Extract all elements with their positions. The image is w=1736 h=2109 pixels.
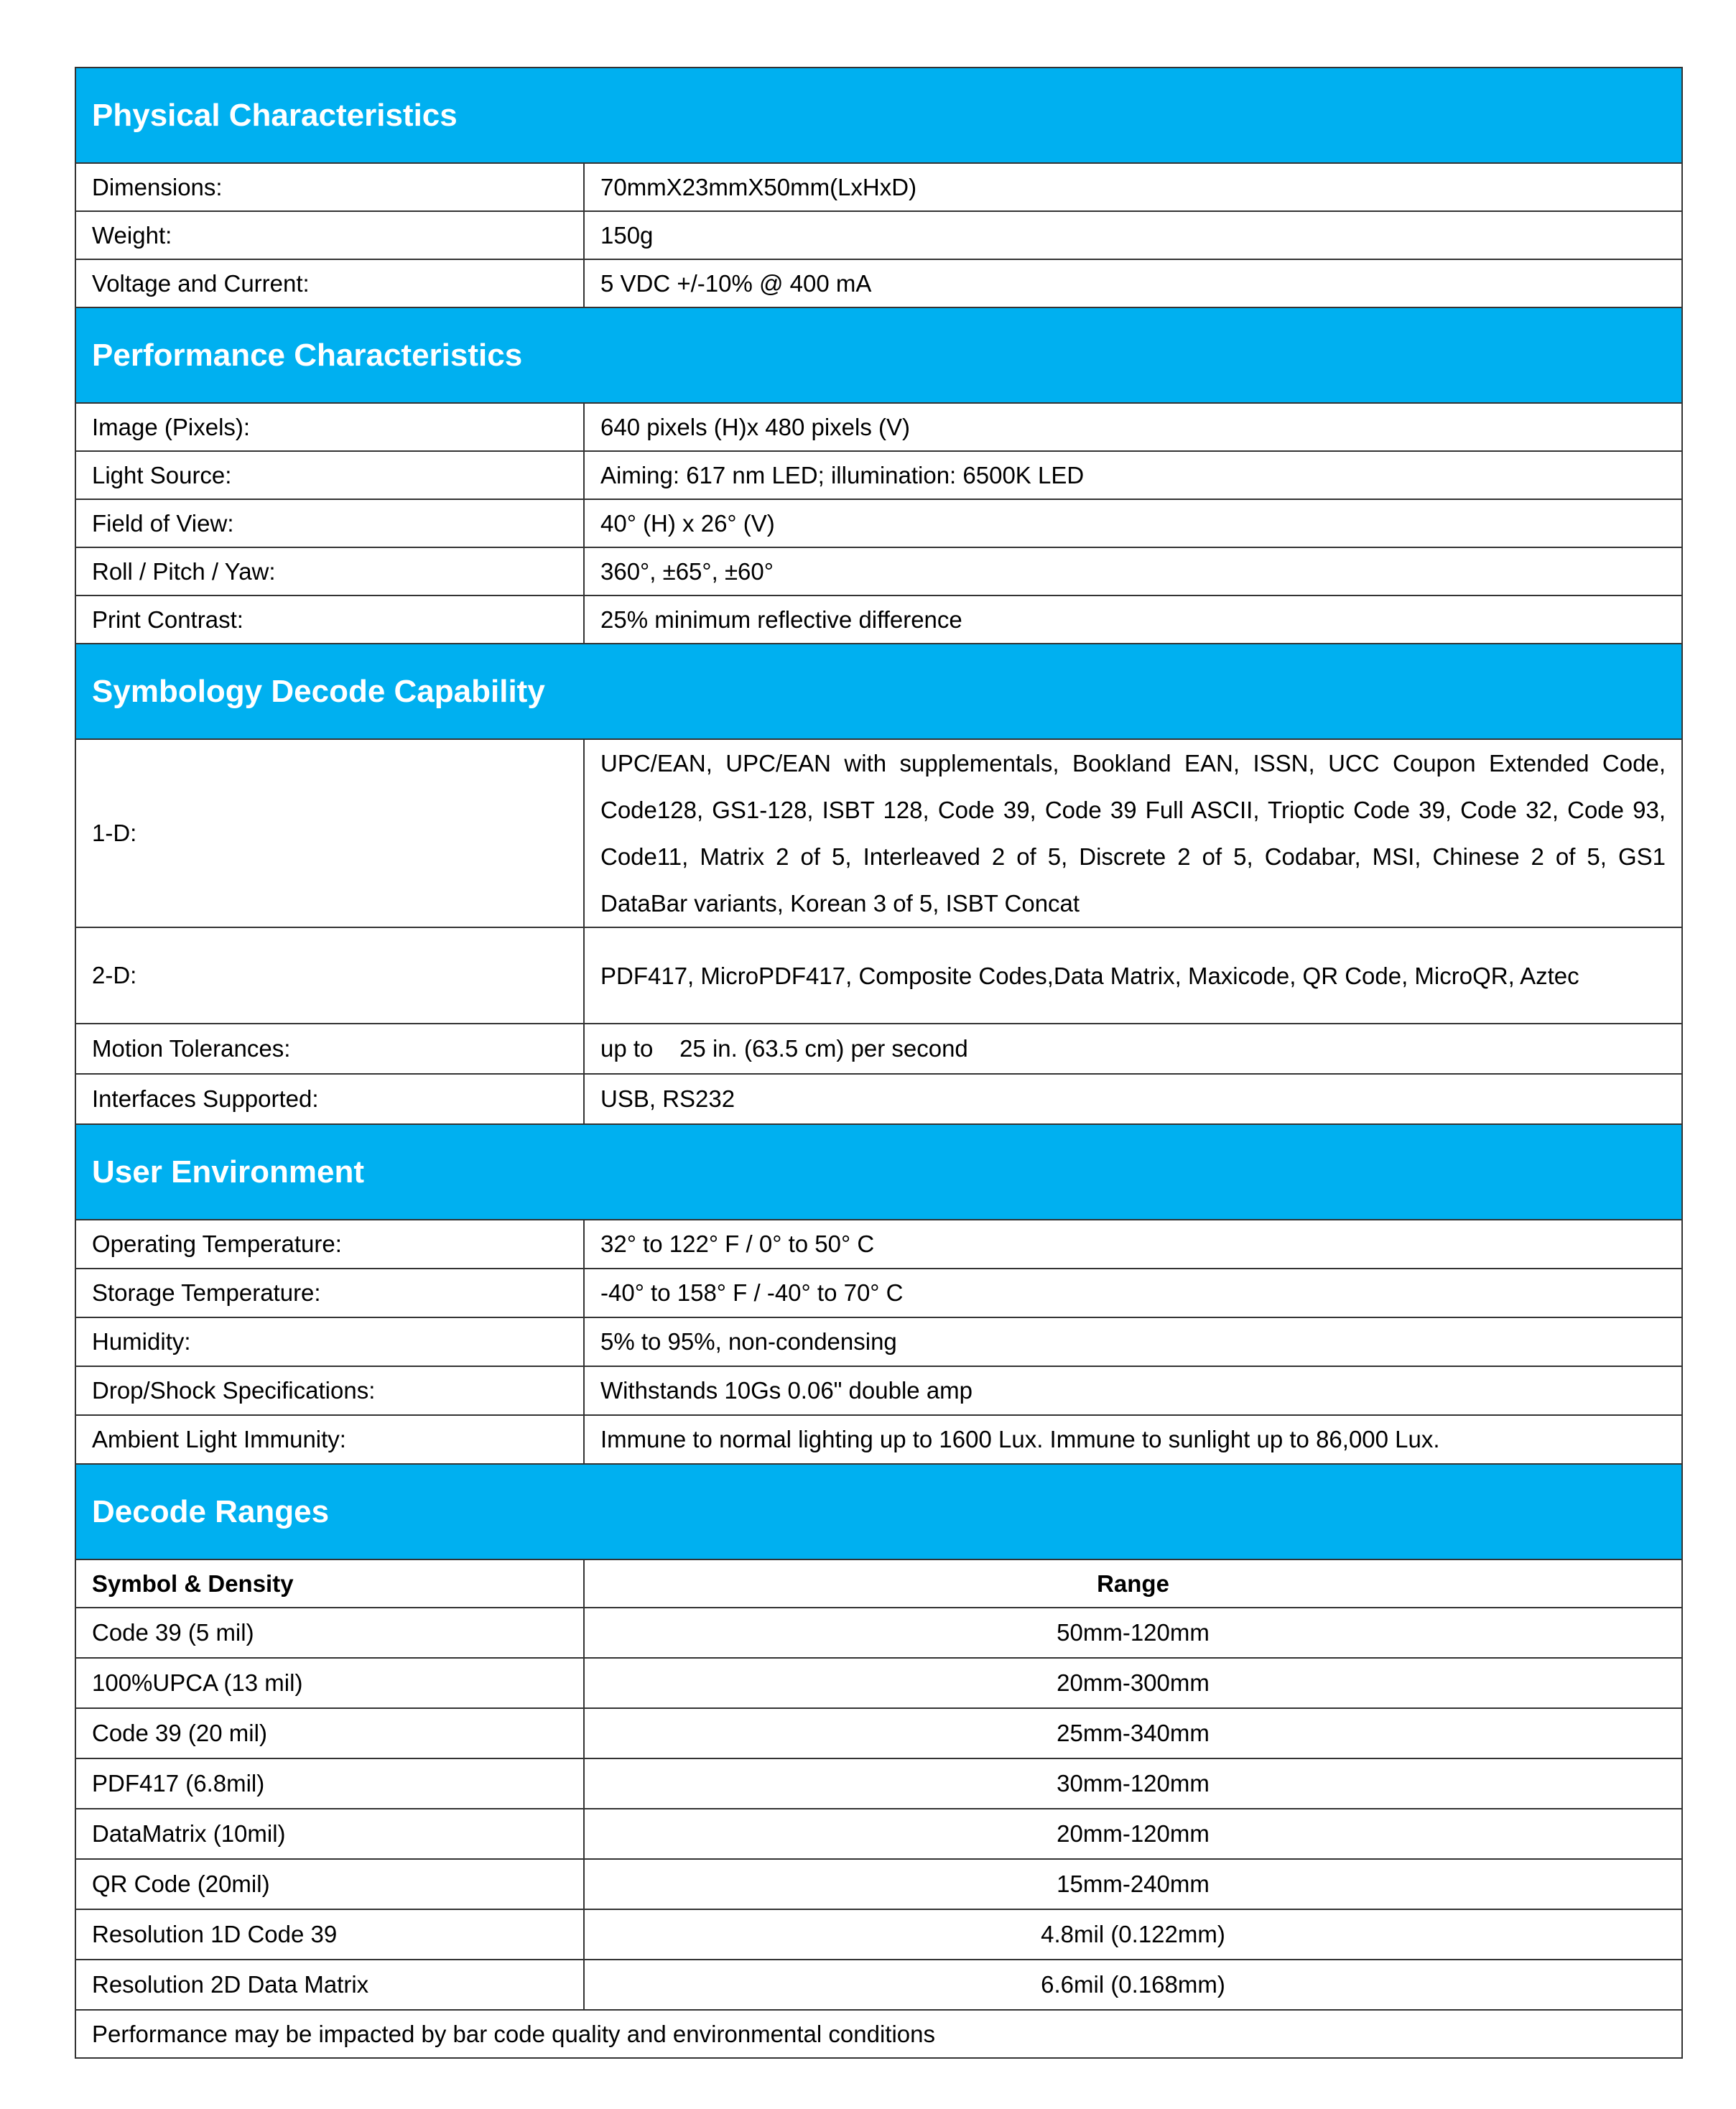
spec-value: 30mm-120mm xyxy=(583,1758,1683,1809)
spec-label: Code 39 (5 mil) xyxy=(75,1607,585,1659)
spec-value: 15mm-240mm xyxy=(583,1858,1683,1910)
table-row: 100%UPCA (13 mil) 20mm-300mm xyxy=(75,1657,1683,1709)
section-title: Physical Characteristics xyxy=(75,67,1683,164)
spec-value: 640 pixels (H)x 480 pixels (V) xyxy=(583,402,1683,452)
spec-label: 100%UPCA (13 mil) xyxy=(75,1657,585,1709)
spec-value: 360°, ±65°, ±60° xyxy=(583,547,1683,596)
spec-label: Roll / Pitch / Yaw: xyxy=(75,547,585,596)
section-title: Performance Characteristics xyxy=(75,307,1683,404)
table-row: Storage Temperature: -40° to 158° F / -40… xyxy=(75,1268,1683,1318)
spec-value: 70mmX23mmX50mm(LxHxD) xyxy=(583,162,1683,212)
spec-value: PDF417, MicroPDF417, Composite Codes,Dat… xyxy=(583,927,1683,1024)
spec-label: Motion Tolerances: xyxy=(75,1023,585,1075)
table-row: Voltage and Current: 5 VDC +/-10% @ 400 m… xyxy=(75,259,1683,308)
spec-label: Code 39 (20 mil) xyxy=(75,1707,585,1759)
spec-value: 20mm-120mm xyxy=(583,1808,1683,1860)
spec-value: 5% to 95%, non-condensing xyxy=(583,1317,1683,1367)
spec-value: up to 25 in. (63.5 cm) per second xyxy=(583,1023,1683,1075)
section-header-symbology: Symbology Decode Capability xyxy=(75,643,1683,740)
column-header-row: Symbol & Density Range xyxy=(75,1559,1683,1608)
table-row: Code 39 (20 mil) 25mm-340mm xyxy=(75,1707,1683,1759)
table-row: Ambient Light Immunity: Immune to normal … xyxy=(75,1414,1683,1465)
footnote: Performance may be impacted by bar code … xyxy=(75,2009,1683,2059)
spec-value: 4.8mil (0.122mm) xyxy=(583,1909,1683,1960)
spec-label: 2-D: xyxy=(75,927,585,1024)
table-row: Motion Tolerances: up to 25 in. (63.5 cm)… xyxy=(75,1023,1683,1075)
column-header: Symbol & Density xyxy=(75,1559,585,1608)
spec-label: Operating Temperature: xyxy=(75,1219,585,1269)
spec-value: 6.6mil (0.168mm) xyxy=(583,1959,1683,2011)
table-row: Dimensions: 70mmX23mmX50mm(LxHxD) xyxy=(75,162,1683,212)
spec-value: 20mm-300mm xyxy=(583,1657,1683,1709)
spec-label: Field of View: xyxy=(75,499,585,548)
section-header-physical: Physical Characteristics xyxy=(75,67,1683,164)
section-header-performance: Performance Characteristics xyxy=(75,307,1683,404)
table-row: QR Code (20mil) 15mm-240mm xyxy=(75,1858,1683,1910)
table-row: Print Contrast: 25% minimum reflective di… xyxy=(75,595,1683,644)
spec-label: Interfaces Supported: xyxy=(75,1073,585,1125)
table-row: Light Source: Aiming: 617 nm LED; illumin… xyxy=(75,450,1683,500)
spec-value: Withstands 10Gs 0.06" double amp xyxy=(583,1366,1683,1416)
spec-label: Ambient Light Immunity: xyxy=(75,1414,585,1465)
spec-value: USB, RS232 xyxy=(583,1073,1683,1125)
table-row: Roll / Pitch / Yaw: 360°, ±65°, ±60° xyxy=(75,547,1683,596)
table-row: Operating Temperature: 32° to 122° F / 0°… xyxy=(75,1219,1683,1269)
spec-value: 32° to 122° F / 0° to 50° C xyxy=(583,1219,1683,1269)
section-title: Symbology Decode Capability xyxy=(75,643,1683,740)
footnote-row: Performance may be impacted by bar code … xyxy=(75,2009,1683,2059)
spec-label: Voltage and Current: xyxy=(75,259,585,308)
spec-label: QR Code (20mil) xyxy=(75,1858,585,1910)
spec-value: -40° to 158° F / -40° to 70° C xyxy=(583,1268,1683,1318)
spec-value: 25% minimum reflective difference xyxy=(583,595,1683,644)
spec-value: 25mm-340mm xyxy=(583,1707,1683,1759)
section-title: User Environment xyxy=(75,1123,1683,1220)
table-row: Code 39 (5 mil) 50mm-120mm xyxy=(75,1607,1683,1659)
spec-table: Physical Characteristics Dimensions: 70mmX… xyxy=(75,67,1683,2059)
table-row: Field of View: 40° (H) x 26° (V) xyxy=(75,499,1683,548)
section-title: Decode Ranges xyxy=(75,1463,1683,1560)
spec-label: PDF417 (6.8mil) xyxy=(75,1758,585,1809)
section-header-decode: Decode Ranges xyxy=(75,1463,1683,1560)
spec-label: Light Source: xyxy=(75,450,585,500)
spec-value: Aiming: 617 nm LED; illumination: 6500K … xyxy=(583,450,1683,500)
table-row: Humidity: 5% to 95%, non-condensing xyxy=(75,1317,1683,1367)
spec-label: Print Contrast: xyxy=(75,595,585,644)
table-row: Interfaces Supported: USB, RS232 xyxy=(75,1073,1683,1125)
spec-label: DataMatrix (10mil) xyxy=(75,1808,585,1860)
table-row: PDF417 (6.8mil) 30mm-120mm xyxy=(75,1758,1683,1809)
column-header: Range xyxy=(583,1559,1683,1608)
spec-value: 150g xyxy=(583,210,1683,260)
spec-label: Resolution 1D Code 39 xyxy=(75,1909,585,1960)
spec-label: Image (Pixels): xyxy=(75,402,585,452)
spec-label: Weight: xyxy=(75,210,585,260)
table-row: Resolution 1D Code 39 4.8mil (0.122mm) xyxy=(75,1909,1683,1960)
spec-value: 50mm-120mm xyxy=(583,1607,1683,1659)
spec-label: Humidity: xyxy=(75,1317,585,1367)
table-row: 1-D: UPC/EAN, UPC/EAN with supplementals,… xyxy=(75,738,1683,928)
spec-label: Drop/Shock Specifications: xyxy=(75,1366,585,1416)
spec-value: Immune to normal lighting up to 1600 Lux… xyxy=(583,1414,1683,1465)
spec-value: 40° (H) x 26° (V) xyxy=(583,499,1683,548)
spec-label: Storage Temperature: xyxy=(75,1268,585,1318)
spec-value: 5 VDC +/-10% @ 400 mA xyxy=(583,259,1683,308)
spec-label: Dimensions: xyxy=(75,162,585,212)
spec-label: 1-D: xyxy=(75,738,585,928)
section-header-environment: User Environment xyxy=(75,1123,1683,1220)
table-row: Drop/Shock Specifications: Withstands 10G… xyxy=(75,1366,1683,1416)
table-row: Resolution 2D Data Matrix 6.6mil (0.168mm… xyxy=(75,1959,1683,2011)
spec-label: Resolution 2D Data Matrix xyxy=(75,1959,585,2011)
table-row: Image (Pixels): 640 pixels (H)x 480 pixel… xyxy=(75,402,1683,452)
table-row: Weight: 150g xyxy=(75,210,1683,260)
table-row: 2-D: PDF417, MicroPDF417, Composite Codes… xyxy=(75,927,1683,1024)
table-row: DataMatrix (10mil) 20mm-120mm xyxy=(75,1808,1683,1860)
spec-value: UPC/EAN, UPC/EAN with supplementals, Boo… xyxy=(583,738,1683,928)
